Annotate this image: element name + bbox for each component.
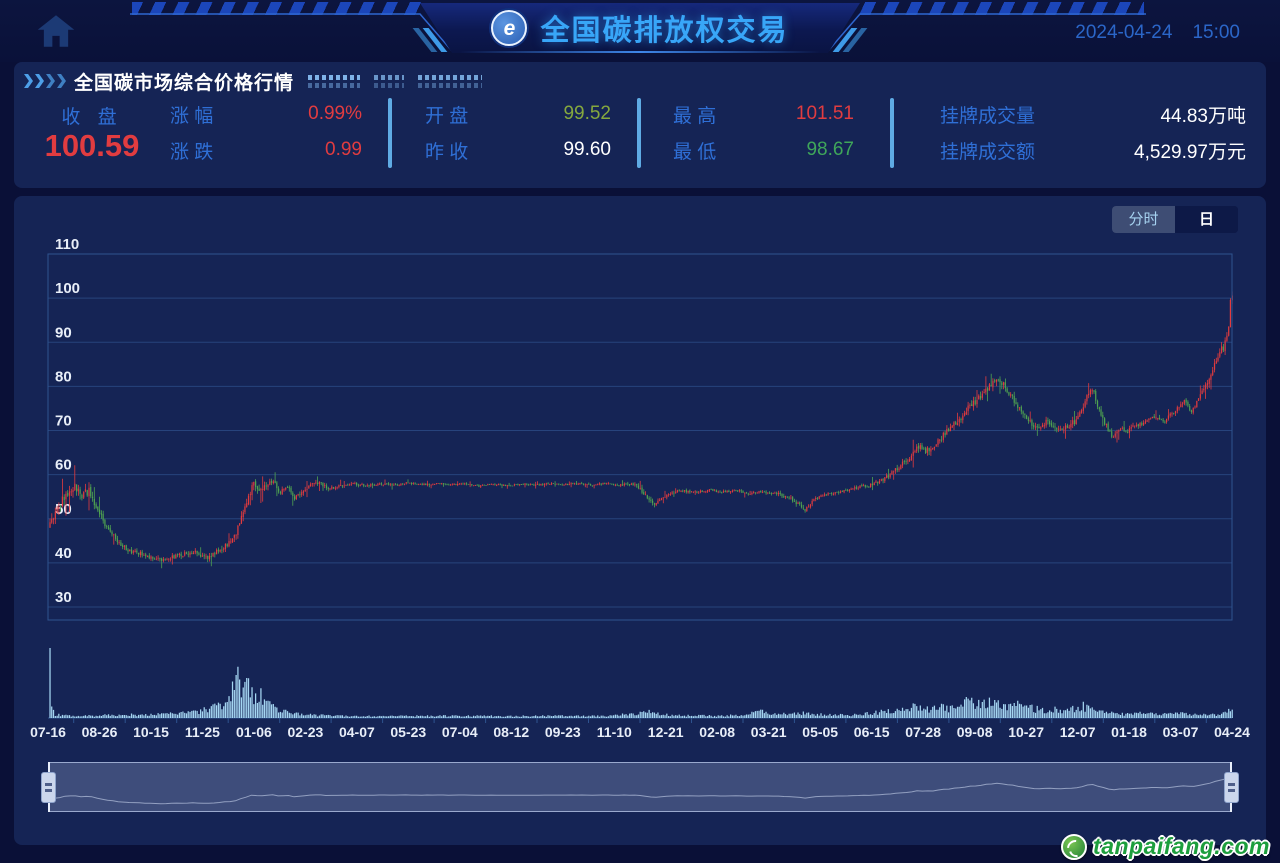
home-icon[interactable] [36,14,76,48]
header-accent-lines [130,13,1146,52]
stripes-right-decoration [842,2,1144,15]
svg-text:100: 100 [55,280,80,297]
quote-panel-title: 全国碳市场综合价格行情 [74,72,295,94]
exchange-logo-icon: e [491,10,527,46]
datetime: 2024-04-24 15:00 [1075,22,1240,44]
field-value: 0.99% [308,103,362,124]
datazoom-left-handle[interactable] [41,772,56,803]
quote-panel: 全国碳市场综合价格行情 收 盘 100.59 涨 幅 0.99% 涨 跌 0.9… [14,62,1266,188]
svg-text:02-08: 02-08 [699,724,735,740]
tab-minute[interactable]: 分时 [1112,206,1175,233]
svg-text:11-25: 11-25 [185,724,220,740]
high-field: 最 高 101.51 [673,102,854,127]
field-value: 101.51 [795,103,854,124]
change-amount-field: 涨 跌 0.99 [170,138,362,163]
svg-text:07-16: 07-16 [30,724,66,740]
prev-close-field: 昨 收 99.60 [425,138,611,163]
divider [890,98,894,168]
datazoom-preview-line [49,773,1232,805]
tanpaifang-logo-icon [1061,833,1088,860]
field-label: 最 低 [673,141,717,163]
close-label: 收 盘 [61,107,123,128]
close-value: 100.59 [44,128,140,163]
svg-text:80: 80 [55,368,72,385]
divider [637,98,641,168]
svg-text:90: 90 [55,324,72,341]
svg-text:02-23: 02-23 [287,724,323,740]
field-label: 挂牌成交额 [940,141,1036,163]
svg-text:05-05: 05-05 [802,724,838,740]
svg-text:30: 30 [55,589,72,606]
dots-decoration-icon [418,74,483,88]
field-value: 44.83万吨 [1160,105,1246,127]
svg-text:08-12: 08-12 [493,724,529,740]
header: e 全国碳排放权交易 2024-04-24 15:00 [0,0,1280,62]
svg-text:12-07: 12-07 [1060,724,1096,740]
svg-text:04-07: 04-07 [339,724,375,740]
page-title: 全国碳排放权交易 [540,15,789,47]
field-value: 99.52 [563,103,611,124]
svg-text:70: 70 [55,413,72,430]
svg-text:10-27: 10-27 [1008,724,1044,740]
svg-text:40: 40 [55,545,72,562]
svg-text:60: 60 [55,457,72,474]
quote-panel-titlebar: 全国碳市场综合价格行情 [24,69,483,94]
chart-tabs: 分时 日 [1112,206,1238,233]
turnover-field: 挂牌成交额 4,529.97万元 [940,138,1246,163]
field-label: 涨 跌 [170,141,214,163]
svg-text:07-28: 07-28 [905,724,941,740]
svg-text:09-08: 09-08 [957,724,993,740]
chart-panel: 110 100 90 80 70 60 50 40 30 07-16 08-26 10-15 11-25… [14,196,1266,845]
title-badge: e 全国碳排放权交易 [420,3,860,53]
field-label: 昨 收 [425,141,469,163]
stripes-left-decoration [132,2,432,15]
dots-decoration-icon [374,74,405,88]
svg-text:01-06: 01-06 [236,724,272,740]
svg-text:10-15: 10-15 [133,724,169,740]
svg-text:03-07: 03-07 [1163,724,1199,740]
tab-day[interactable]: 日 [1175,206,1238,233]
field-label: 挂牌成交量 [940,105,1036,127]
field-value: 98.67 [806,139,854,160]
svg-text:05-23: 05-23 [390,724,426,740]
field-label: 涨 幅 [170,105,214,127]
watermark-text: tanpaifang.com [1093,833,1270,859]
dots-decoration-icon [308,74,361,88]
change-percent-field: 涨 幅 0.99% [170,102,362,127]
svg-text:110: 110 [55,236,79,253]
field-label: 最 高 [673,105,717,127]
datazoom-right-handle[interactable] [1224,772,1239,803]
svg-text:03-21: 03-21 [751,724,787,740]
low-field: 最 低 98.67 [673,138,854,163]
field-label: 开 盘 [425,105,469,127]
datazoom-slider[interactable] [41,762,1239,812]
svg-text:12-21: 12-21 [648,724,684,740]
svg-text:06-15: 06-15 [854,724,890,740]
field-value: 4,529.97万元 [1134,141,1246,163]
svg-text:01-18: 01-18 [1111,724,1147,740]
chevrons-icon [24,74,66,88]
current-time: 15:00 [1192,22,1240,43]
field-value: 0.99 [325,139,362,160]
svg-text:04-24: 04-24 [1214,724,1250,740]
svg-text:09-23: 09-23 [545,724,581,740]
watermark: tanpaifang.com [1061,833,1270,860]
svg-text:07-04: 07-04 [442,724,478,740]
divider [388,98,392,168]
svg-text:11-10: 11-10 [597,724,632,740]
field-value: 99.60 [563,139,611,160]
svg-text:08-26: 08-26 [82,724,118,740]
volume-field: 挂牌成交量 44.83万吨 [940,102,1246,127]
open-field: 开 盘 99.52 [425,102,611,127]
current-date: 2024-04-24 [1075,22,1173,43]
